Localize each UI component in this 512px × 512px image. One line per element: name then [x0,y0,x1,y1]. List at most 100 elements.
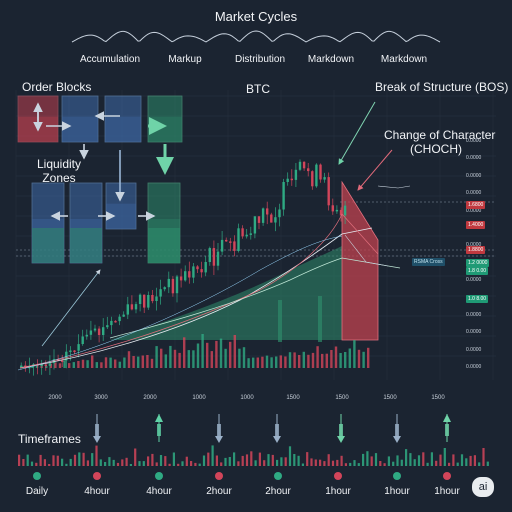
tf-bar [73,454,77,466]
timeframe-label: 4hour [146,486,172,497]
volume-bar [302,351,305,368]
volume-bar [123,357,126,368]
timeframe-label: 1hour [384,486,410,497]
tf-bar [61,458,64,466]
volume-bar [284,356,287,368]
candle-body [216,251,220,266]
candle-body [44,364,47,366]
candle-body [175,276,179,294]
candle-body [167,278,170,288]
tf-marker-body [95,424,99,436]
tf-marker-arrow [337,436,345,443]
red-zone-outline [341,180,379,341]
volume-bar [132,356,135,368]
candle-body [151,295,154,302]
tf-marker-arrow [155,414,163,422]
tf-bar [112,459,115,466]
tf-marker-body [157,424,161,436]
tf-bar [35,462,38,466]
order-block-green [70,228,102,263]
tf-bar [469,455,472,466]
price-tag: 1.2 0000 [466,259,490,267]
tf-bar [65,463,68,466]
candle-body [286,178,289,182]
timeframe-label: 2hour [206,486,232,497]
volume-bar [68,363,71,368]
candle-body [73,350,76,352]
price-tick: 0.0000 [466,138,482,144]
ma-line [17,235,343,371]
volume-bar [279,355,282,368]
candle-body [134,304,138,310]
candle-body [257,216,261,223]
tf-bar [293,454,296,466]
tf-bar [349,462,352,466]
tf-bar [276,459,279,466]
volume-bar [270,357,273,368]
timeframe-label: 2hour [265,486,291,497]
phase-label: Markup [168,54,202,65]
timeframe-dot [93,472,101,480]
timeframe-dot [155,472,163,480]
tf-bar [108,457,111,466]
tf-bar [18,454,21,466]
tf-bar [95,445,98,466]
volume-bar [265,355,269,368]
price-tag: 1.6800 [466,201,486,209]
timeframe-label: 1hour [325,486,351,497]
tf-bar [319,459,322,466]
tf-bar [138,461,141,466]
tf-marker-body [339,424,343,436]
tf-bar [121,459,124,466]
volume-bar [118,361,121,368]
candle-body [331,205,334,212]
volume-bar [109,357,112,368]
ma-line [109,257,401,339]
tf-bar [387,456,390,466]
green-pillar [278,300,282,342]
tf-bar [392,461,395,466]
volume-bar [54,362,57,368]
tf-bar [228,457,231,466]
candle-body [69,350,72,352]
phase-label: Accumulation [79,54,141,65]
ma-line [19,227,373,369]
candle-body [65,351,68,361]
candle-body [81,336,84,344]
tf-marker-body [275,424,279,436]
candle-body [233,241,236,251]
tf-bar [220,462,223,466]
order-block [104,95,142,143]
volume-bar [114,359,117,368]
tf-bar [417,455,421,466]
volume-bar [275,356,278,368]
volume-bar [348,348,351,368]
tf-bar [370,456,373,466]
volume-bar [86,360,89,368]
tf-bar [284,457,287,466]
cycle-wave [71,30,441,43]
candle-body [339,209,343,216]
candles [20,159,347,376]
candle-body [212,248,216,266]
ai-badge[interactable]: ai [472,477,494,497]
tf-bar [159,455,163,466]
candle-body [307,168,310,172]
candle-body [188,271,191,278]
volume-bar [330,350,333,368]
volume-bar [298,355,301,368]
tf-bar [22,459,25,466]
tf-bar [443,448,446,466]
volume-bar [58,363,62,368]
price-tick: 0.0000 [466,155,482,162]
tf-bar [224,457,227,466]
volume-bar [224,348,227,368]
tf-bar [465,458,468,466]
price-tick: 0.0000 [466,312,482,318]
tf-bar [233,452,236,466]
volume-bar [311,352,315,368]
candle-body [89,330,93,335]
tf-marker-arrow [443,414,451,422]
